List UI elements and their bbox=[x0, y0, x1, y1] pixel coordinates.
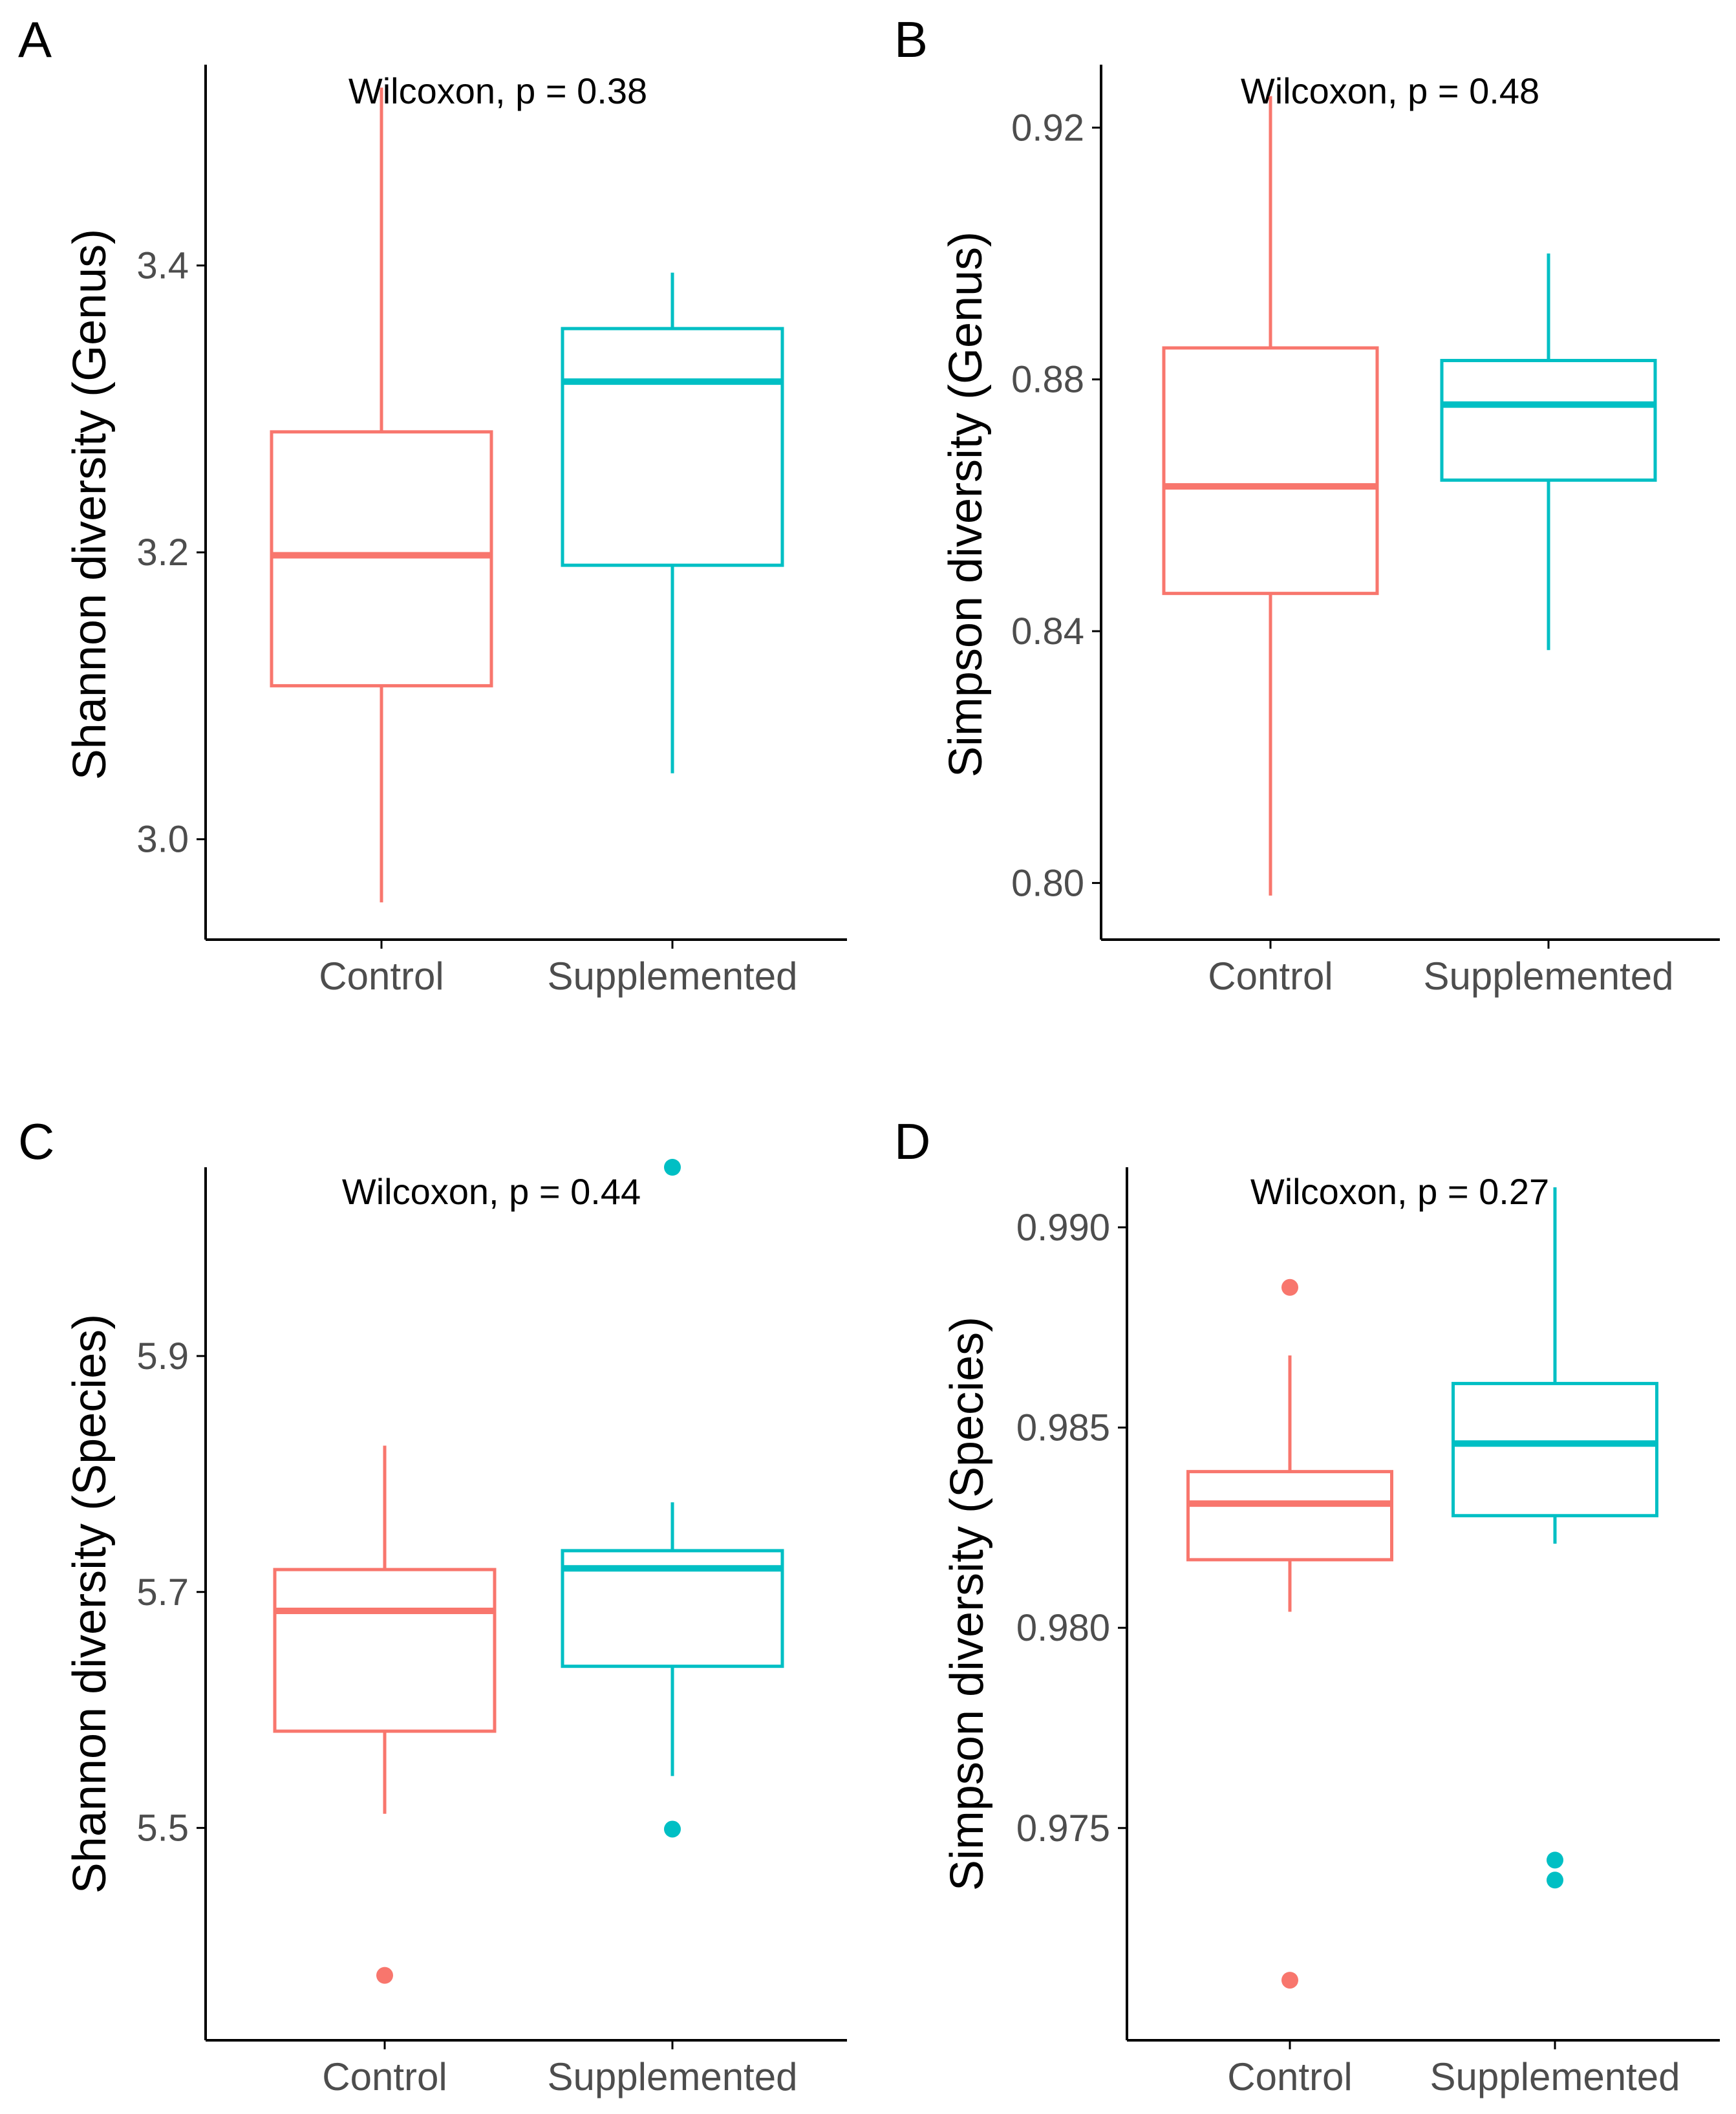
panel-letter: A bbox=[18, 11, 52, 68]
y-tick-label: 0.985 bbox=[1016, 1407, 1110, 1449]
outlier-point bbox=[1281, 1278, 1298, 1296]
outlier-point bbox=[664, 1820, 681, 1838]
box-supplemented bbox=[1452, 1187, 1658, 1889]
y-tick-label: 5.7 bbox=[136, 1571, 189, 1613]
outlier-point bbox=[1547, 1851, 1563, 1869]
iqr-box bbox=[561, 327, 784, 567]
iqr-box bbox=[1440, 358, 1657, 482]
outlier-point bbox=[1547, 1871, 1563, 1889]
y-tick-label: 0.88 bbox=[1011, 359, 1084, 401]
x-tick-label-supplemented: Supplemented bbox=[1430, 2055, 1680, 2098]
wilcoxon-annotation: Wilcoxon, p = 0.38 bbox=[348, 70, 647, 111]
y-tick-label: 0.990 bbox=[1016, 1207, 1110, 1249]
box-control bbox=[1162, 96, 1379, 896]
iqr-box bbox=[273, 1568, 497, 1733]
y-tick-label: 3.0 bbox=[136, 819, 189, 861]
box-supplemented bbox=[561, 272, 784, 773]
panel-letter: C bbox=[18, 1113, 54, 1170]
iqr-box bbox=[1452, 1381, 1658, 1518]
y-tick-label: 0.80 bbox=[1011, 862, 1084, 904]
x-tick-label-control: Control bbox=[1227, 2055, 1352, 2098]
y-tick-label: 5.9 bbox=[136, 1335, 189, 1377]
panel-letter: D bbox=[894, 1113, 930, 1170]
wilcoxon-annotation: Wilcoxon, p = 0.27 bbox=[1250, 1171, 1549, 1212]
iqr-box bbox=[1186, 1470, 1393, 1562]
x-tick-label-control: Control bbox=[319, 955, 444, 998]
y-tick-label: 3.2 bbox=[136, 532, 189, 574]
box-control bbox=[1186, 1278, 1393, 1989]
x-tick-label-supplemented: Supplemented bbox=[548, 955, 798, 998]
outlier-point bbox=[1281, 1972, 1298, 1989]
iqr-box bbox=[270, 430, 493, 687]
y-axis-label: Shannon diversity (Genus) bbox=[64, 229, 116, 780]
iqr-box bbox=[1162, 346, 1379, 596]
x-tick-label-supplemented: Supplemented bbox=[548, 2055, 798, 2098]
y-tick-label: 5.5 bbox=[136, 1807, 189, 1850]
y-tick-label: 0.975 bbox=[1016, 1807, 1110, 1850]
y-tick-label: 0.92 bbox=[1011, 107, 1084, 149]
y-axis-label: Shannon diversity (Species) bbox=[64, 1314, 116, 1893]
panel-a: A Wilcoxon, p = 0.38 Shannon diversity (… bbox=[18, 11, 847, 998]
x-tick-label-control: Control bbox=[1208, 955, 1333, 998]
y-tick-label: 0.84 bbox=[1011, 610, 1084, 653]
box-supplemented bbox=[561, 1159, 784, 1838]
panel-letter: B bbox=[894, 11, 928, 68]
y-tick-label: 0.980 bbox=[1016, 1607, 1110, 1649]
box-control bbox=[270, 87, 493, 903]
wilcoxon-annotation: Wilcoxon, p = 0.44 bbox=[342, 1171, 641, 1212]
x-tick-label-control: Control bbox=[322, 2055, 447, 2098]
x-tick-label-supplemented: Supplemented bbox=[1424, 955, 1674, 998]
y-tick-label: 3.4 bbox=[136, 245, 189, 287]
panel-c: C Wilcoxon, p = 0.44 Shannon diversity (… bbox=[18, 1113, 847, 2098]
panel-d: D Wilcoxon, p = 0.27 Simpson diversity (… bbox=[894, 1113, 1720, 2098]
panel-b: B Wilcoxon, p = 0.48 Simpson diversity (… bbox=[894, 11, 1720, 998]
wilcoxon-annotation: Wilcoxon, p = 0.48 bbox=[1241, 70, 1539, 111]
box-control bbox=[273, 1445, 497, 1984]
y-axis-label: Simpson diversity (Species) bbox=[941, 1317, 993, 1891]
box-supplemented bbox=[1440, 253, 1657, 651]
outlier-point bbox=[664, 1159, 681, 1176]
outlier-point bbox=[376, 1967, 393, 1984]
y-axis-label: Simpson diversity (Genus) bbox=[940, 232, 992, 777]
